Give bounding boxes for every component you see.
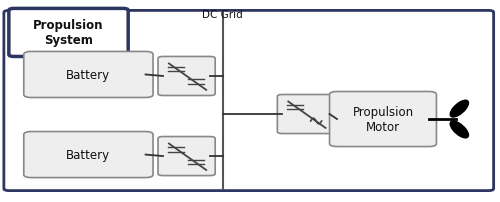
FancyBboxPatch shape [330, 92, 436, 147]
Text: Propulsion
Motor: Propulsion Motor [352, 105, 414, 133]
FancyBboxPatch shape [4, 11, 494, 191]
Text: DC Grid: DC Grid [202, 10, 243, 20]
FancyBboxPatch shape [24, 52, 153, 98]
Ellipse shape [450, 101, 468, 117]
Ellipse shape [450, 121, 468, 138]
Text: Battery: Battery [66, 148, 110, 161]
FancyBboxPatch shape [278, 95, 334, 134]
FancyBboxPatch shape [158, 137, 215, 176]
FancyBboxPatch shape [24, 132, 153, 178]
Text: Propulsion
System: Propulsion System [34, 19, 104, 47]
FancyBboxPatch shape [9, 9, 128, 57]
Text: Battery: Battery [66, 69, 110, 82]
FancyBboxPatch shape [158, 57, 215, 96]
